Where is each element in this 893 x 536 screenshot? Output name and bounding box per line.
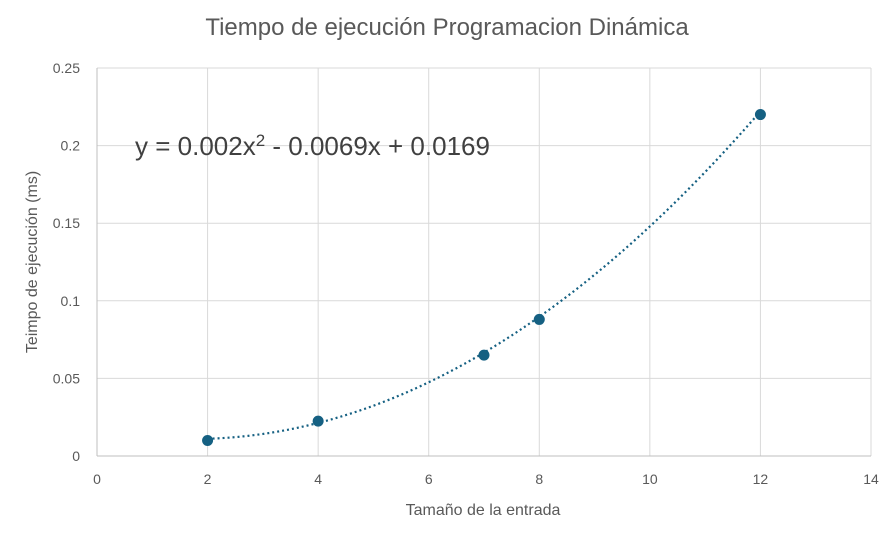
x-tick-labels: 0 2 4 6 8 10 12 14 bbox=[93, 471, 879, 487]
data-point bbox=[533, 313, 545, 325]
y-tick-labels: 0 0.05 0.1 0.15 0.2 0.25 bbox=[53, 60, 80, 464]
data-point bbox=[202, 434, 214, 446]
gridlines bbox=[97, 67, 872, 456]
x-tick-label: 4 bbox=[314, 471, 322, 487]
x-tick-label: 12 bbox=[753, 471, 769, 487]
x-tick-label: 8 bbox=[535, 471, 543, 487]
data-points bbox=[202, 109, 766, 446]
x-tick-label: 6 bbox=[425, 471, 433, 487]
x-tick-label: 0 bbox=[93, 471, 101, 487]
trendline-group bbox=[207, 110, 762, 440]
x-tick-label: 10 bbox=[642, 471, 658, 487]
x-tick-label: 14 bbox=[863, 471, 879, 487]
y-tick-label: 0 bbox=[72, 448, 80, 464]
x-axis-label: Tamaño de la entrada bbox=[406, 502, 561, 519]
data-point bbox=[312, 415, 324, 427]
equation-prefix: y = 0.002x bbox=[135, 131, 256, 161]
data-point bbox=[478, 349, 490, 361]
equation-exponent: 2 bbox=[256, 131, 265, 150]
axes bbox=[96, 68, 871, 457]
y-tick-label: 0.05 bbox=[53, 370, 80, 386]
trendline bbox=[207, 110, 762, 440]
y-tick-label: 0.1 bbox=[61, 293, 81, 309]
data-point bbox=[754, 109, 766, 121]
trendline-equation: y = 0.002x2 - 0.0069x + 0.0169 bbox=[135, 131, 490, 161]
y-axis-label: Teimpo de ejecución (ms) bbox=[24, 171, 41, 353]
y-tick-label: 0.15 bbox=[53, 215, 80, 231]
chart-title: Tiempo de ejecución Programacion Dinámic… bbox=[205, 14, 689, 41]
x-tick-label: 2 bbox=[204, 471, 212, 487]
y-tick-label: 0.25 bbox=[53, 60, 80, 76]
y-tick-label: 0.2 bbox=[61, 138, 81, 154]
equation-suffix: - 0.0069x + 0.0169 bbox=[265, 131, 490, 161]
